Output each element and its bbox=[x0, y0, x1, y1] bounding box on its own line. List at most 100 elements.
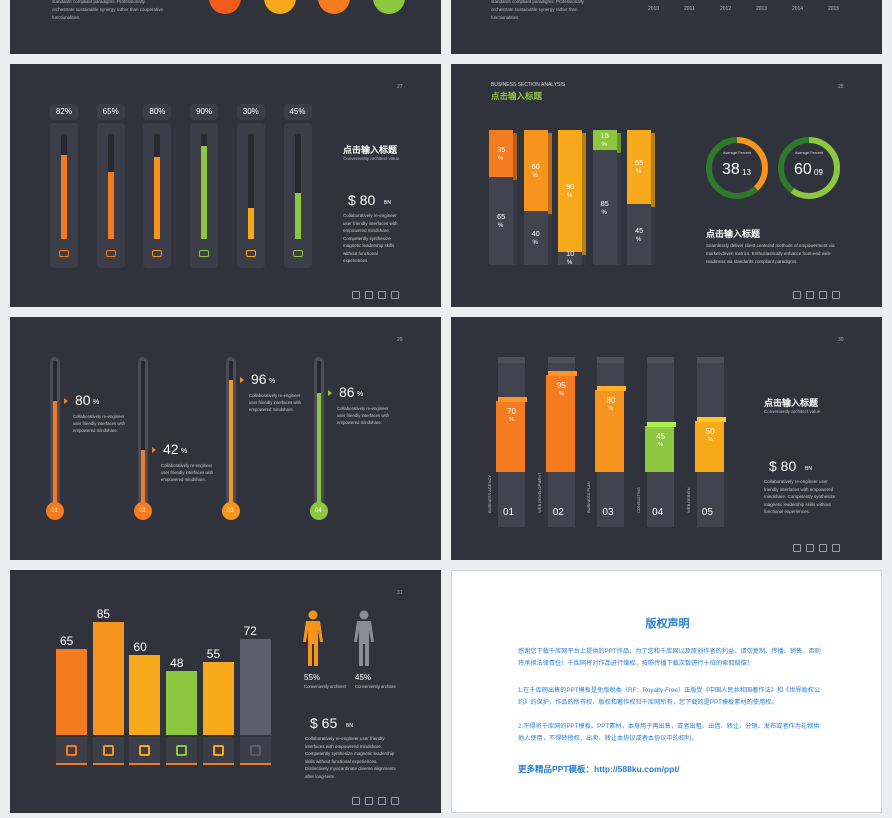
description-line: Collaboratively re-engineer bbox=[337, 406, 389, 412]
slide: 31 65 85 60 48 55 72 55% Conveniently architect 4… bbox=[10, 570, 441, 813]
value-unit: % bbox=[567, 192, 573, 199]
donut-major: 60 bbox=[794, 161, 812, 178]
donut-major: 38 bbox=[722, 161, 740, 178]
value-unit: % bbox=[93, 399, 100, 406]
bar-side bbox=[513, 180, 517, 265]
slide-title: 点击输入标题 bbox=[706, 229, 761, 239]
bar-top-segment bbox=[489, 130, 513, 178]
bar-icon bbox=[245, 250, 256, 257]
description-line: Collaboratively re-engineer bbox=[249, 393, 301, 399]
copyright-intro: 感谢您下载千库网平台上提供的PPT作品，为了您和千库网以及原创作者的利益，请勿复… bbox=[518, 648, 821, 667]
social-glyph bbox=[176, 745, 188, 756]
description-line: Distinctively myocardinate diverse align… bbox=[305, 766, 396, 771]
bar bbox=[129, 655, 161, 735]
column-top bbox=[647, 357, 675, 363]
social-icon bbox=[378, 291, 386, 299]
value-label: 82% bbox=[55, 107, 72, 116]
donut-minor: 13 bbox=[742, 168, 751, 177]
social-icon bbox=[819, 544, 827, 552]
box bbox=[694, 421, 724, 472]
social-glyph bbox=[212, 745, 224, 756]
label-box: 45% bbox=[283, 104, 312, 120]
price-unit: BN bbox=[805, 466, 812, 472]
value-label: 80 bbox=[75, 392, 91, 408]
bulb-label: 03 bbox=[227, 508, 234, 514]
value-label: 72 bbox=[243, 624, 257, 639]
thermometer-fill bbox=[53, 401, 57, 505]
icon-box bbox=[129, 737, 161, 765]
bulb-label: 01 bbox=[51, 508, 58, 514]
value-label: 40 bbox=[531, 229, 540, 238]
social-icon bbox=[365, 291, 373, 299]
bar-icon bbox=[59, 250, 69, 257]
header: BUSINESS SECTION ANALYSIS bbox=[491, 82, 566, 88]
page-number: 29 bbox=[397, 337, 403, 343]
donut bbox=[706, 137, 768, 199]
marker bbox=[64, 398, 68, 404]
circle-icon bbox=[263, 0, 296, 14]
description-line: functionalities. bbox=[52, 15, 81, 20]
icon-box bbox=[166, 737, 198, 765]
description-line: standards compliant paradigms. Professio… bbox=[52, 0, 146, 4]
box bbox=[496, 400, 525, 472]
description-line: empowered mindshare. bbox=[337, 420, 382, 426]
value-label: 85 bbox=[96, 606, 111, 621]
bulb-label: 04 bbox=[315, 508, 322, 514]
bar-side bbox=[582, 133, 586, 255]
social-glyph bbox=[139, 745, 151, 756]
slide: 27 82% 65% 80% 90% 30% 45% 点击输入标题 Conveniently a… bbox=[10, 64, 441, 307]
box-top bbox=[597, 386, 627, 392]
bar-side bbox=[616, 153, 621, 265]
value-label: 45 bbox=[656, 432, 665, 442]
description-line: friendly interfaces with empowered bbox=[764, 486, 834, 492]
value-label: 45 bbox=[635, 225, 644, 235]
social-icon bbox=[352, 797, 360, 805]
circle-icon bbox=[318, 0, 350, 14]
value-label: 55 bbox=[635, 158, 644, 168]
box-top bbox=[498, 396, 527, 402]
bulb bbox=[222, 502, 240, 520]
price: $ 80 bbox=[348, 192, 376, 208]
bar-bottom-segment bbox=[592, 150, 617, 265]
bar bbox=[154, 156, 161, 239]
description-line: empowered mindshare. bbox=[343, 228, 391, 233]
bar-bottom-segment bbox=[627, 204, 651, 265]
bulb bbox=[310, 502, 328, 520]
social-icon bbox=[365, 797, 373, 805]
category-label: BUSINESS AGENCY bbox=[487, 474, 492, 513]
social-icon bbox=[352, 291, 360, 299]
bar bbox=[239, 639, 271, 735]
label-box: 65% bbox=[96, 104, 125, 120]
slide: 30 70% BUSINESS AGENCY 01 95% WEB DEVELOPMENT… bbox=[451, 317, 882, 560]
column-number: 03 bbox=[602, 507, 614, 518]
description-line: Collaboratively re-engineer user friendl… bbox=[305, 736, 385, 741]
description-line: user friendly interfaces with bbox=[161, 470, 214, 476]
bar-side bbox=[616, 133, 621, 154]
donut-label: Average Percent bbox=[795, 151, 824, 155]
donut-minor: 09 bbox=[814, 168, 823, 177]
description-line: Collaboratively re-engineer bbox=[343, 213, 397, 218]
year-label: 2015 bbox=[828, 6, 840, 12]
bar bbox=[294, 192, 301, 239]
person-value: 45% bbox=[355, 673, 372, 682]
category-label: WEB DESIGN bbox=[685, 487, 691, 513]
description-line: empowered mindshare. bbox=[161, 477, 206, 483]
description-line: Seamlessly deliver client-centered metho… bbox=[706, 243, 835, 248]
person-caption: Conveniently architect bbox=[304, 684, 347, 689]
groove bbox=[247, 134, 254, 239]
value-label: 65 bbox=[60, 633, 74, 648]
page-number: 30 bbox=[838, 337, 844, 343]
category-label: CONSULTING bbox=[636, 487, 642, 513]
person-head bbox=[359, 610, 369, 620]
description-line: mindshare. Competently synthesize bbox=[764, 494, 836, 499]
person-figure bbox=[303, 610, 323, 666]
description-line: orchestrate sustainable synergy rather t… bbox=[52, 7, 164, 12]
year-label: 2012 bbox=[720, 6, 732, 12]
value-unit: % bbox=[498, 155, 504, 162]
description-line: orchestrate sustainable synergy rather t… bbox=[491, 7, 578, 12]
value-label: 90% bbox=[196, 107, 213, 116]
column-number: 05 bbox=[701, 507, 713, 518]
bar-bottom-segment bbox=[523, 211, 548, 265]
thermometer-fill bbox=[229, 380, 233, 505]
